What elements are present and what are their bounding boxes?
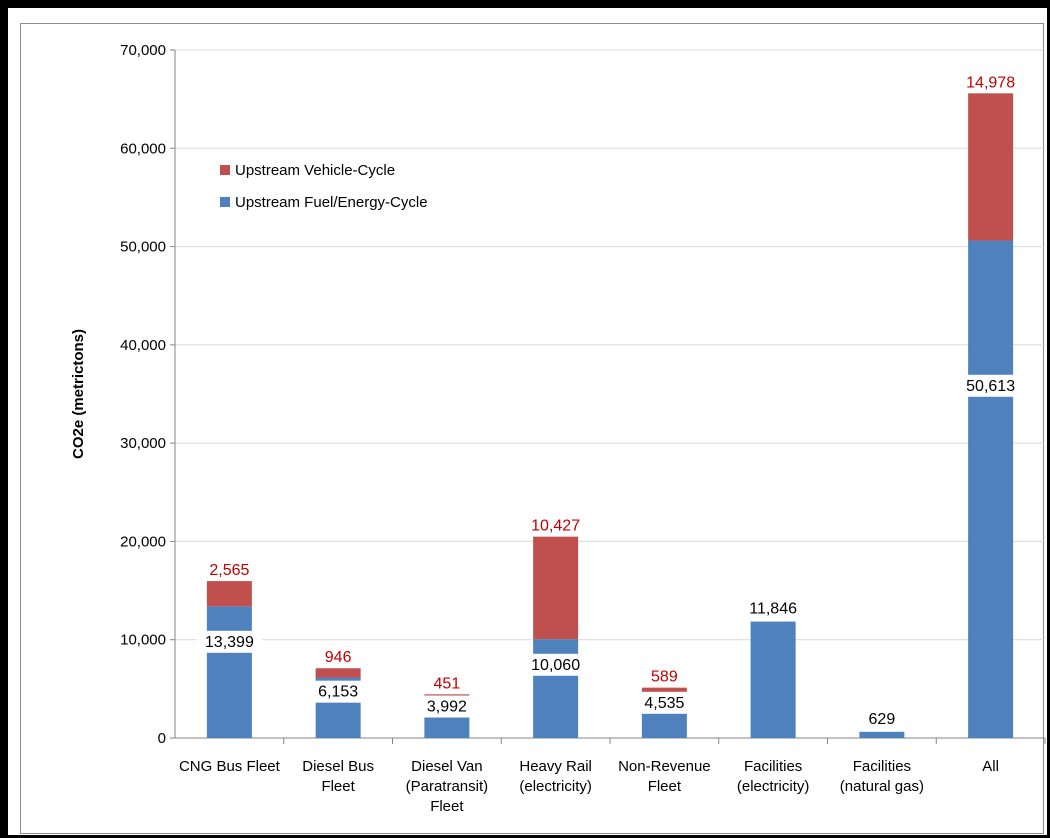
bar-vehicle-cycle (206, 581, 252, 607)
data-label-fuel: 10,060 (531, 657, 580, 674)
legend-swatch-vehicle-cycle (220, 165, 230, 175)
bar-vehicle-cycle (641, 687, 687, 694)
y-tick-label: 70,000 (120, 42, 166, 59)
data-label-fuel: 6,153 (318, 684, 358, 701)
bar-vehicle-cycle (533, 536, 579, 640)
bar-fuel-energy-cycle (859, 731, 905, 738)
y-axis-label: CO2e (metrictons) (70, 329, 87, 459)
legend-label-vehicle-cycle: Upstream Vehicle-Cycle (235, 162, 395, 179)
data-label-fuel: 50,613 (966, 378, 1015, 395)
x-category-label: All (982, 758, 999, 775)
x-category-label: CNG Bus Fleet (179, 758, 281, 775)
data-label-bg (636, 691, 693, 714)
bar-fuel-energy-cycle (968, 240, 1014, 738)
y-tick-label: 20,000 (120, 533, 166, 550)
data-label-bg (419, 695, 475, 718)
data-label-vehicle: 946 (325, 649, 352, 666)
x-category-label: Non-Revenue (618, 758, 711, 775)
data-label-vehicle: 14,978 (966, 74, 1015, 91)
data-label-vehicle: 10,427 (531, 518, 580, 535)
y-tick-label: 60,000 (120, 140, 166, 157)
data-label-fuel: 11,846 (749, 601, 797, 618)
x-category-label: Diesel Van (411, 758, 482, 775)
data-label-vehicle: 589 (651, 669, 678, 686)
legend-swatch-fuel-energy-cycle (220, 197, 230, 207)
bar-fuel-energy-cycle (206, 606, 252, 738)
x-category-label: Diesel Bus (302, 758, 374, 775)
x-category-label: Heavy Rail (519, 758, 592, 775)
x-category-label: Facilities (853, 758, 911, 775)
legend-label-fuel-energy-cycle: Upstream Fuel/Energy-Cycle (235, 194, 428, 211)
y-tick-label: 0 (158, 730, 166, 747)
bar-fuel-energy-cycle (750, 621, 796, 738)
y-tick-label: 40,000 (120, 337, 166, 354)
data-label-fuel: 3,992 (427, 699, 467, 716)
data-label-bg (310, 680, 366, 703)
data-label-bg (958, 374, 1024, 397)
x-category-label: (Paratransit) (406, 778, 489, 795)
data-label-vehicle: 451 (434, 675, 461, 692)
data-label-bg (196, 630, 262, 653)
chart-area-border (20, 23, 1044, 834)
x-category-label: Facilities (744, 758, 802, 775)
y-tick-label: 10,000 (120, 632, 166, 649)
x-category-label: Fleet (430, 798, 464, 815)
bar-vehicle-cycle (315, 668, 361, 678)
data-label-vehicle: 2,565 (209, 562, 249, 579)
x-category-label: (electricity) (737, 778, 810, 795)
x-category-label: (natural gas) (840, 778, 924, 795)
data-label-fuel: 629 (869, 711, 896, 728)
data-label-fuel: 13,399 (205, 634, 254, 651)
y-tick-label: 50,000 (120, 239, 166, 256)
x-category-label: Fleet (648, 778, 682, 795)
y-tick-label: 30,000 (120, 435, 166, 452)
data-label-fuel: 4,535 (644, 695, 684, 712)
x-category-label: Fleet (321, 778, 355, 795)
data-label-bg (523, 653, 589, 676)
bar-vehicle-cycle (968, 93, 1014, 241)
x-category-label: (electricity) (519, 778, 592, 795)
